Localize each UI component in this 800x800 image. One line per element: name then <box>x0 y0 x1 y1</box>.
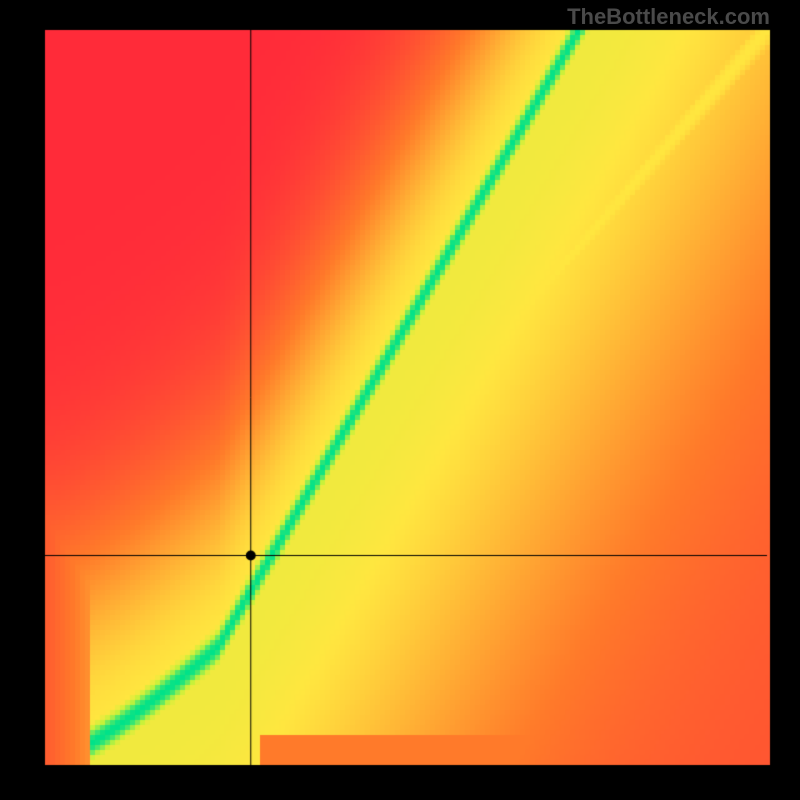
watermark-label: TheBottleneck.com <box>567 4 770 30</box>
chart-container: TheBottleneck.com <box>0 0 800 800</box>
bottleneck-heatmap <box>0 0 800 800</box>
